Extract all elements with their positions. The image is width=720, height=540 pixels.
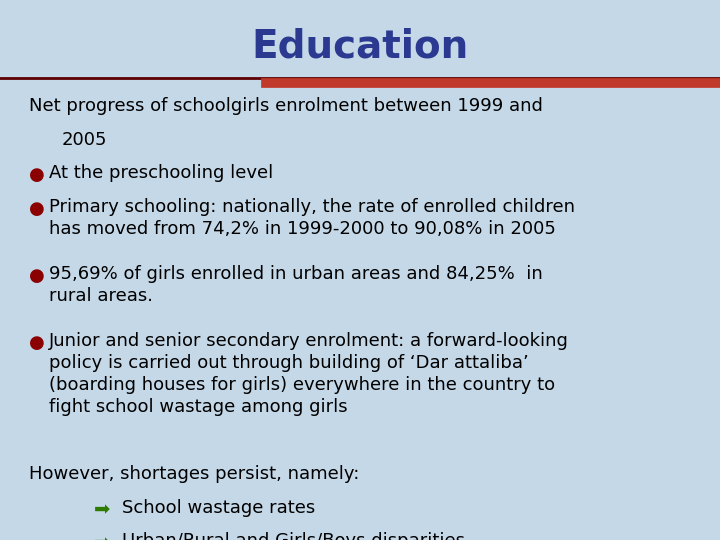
Text: ●: ● xyxy=(29,267,45,285)
Text: Urban/Rural and Girls/Boys disparities: Urban/Rural and Girls/Boys disparities xyxy=(122,532,465,540)
Text: Net progress of schoolgirls enrolment between 1999 and: Net progress of schoolgirls enrolment be… xyxy=(29,97,543,115)
Text: 95,69% of girls enrolled in urban areas and 84,25%  in
rural areas.: 95,69% of girls enrolled in urban areas … xyxy=(49,265,543,305)
Text: 2005: 2005 xyxy=(61,131,107,149)
Text: ➡: ➡ xyxy=(94,500,110,519)
Text: At the preschooling level: At the preschooling level xyxy=(49,164,273,182)
Text: Education: Education xyxy=(251,27,469,65)
Text: Junior and senior secondary enrolment: a forward-looking
policy is carried out t: Junior and senior secondary enrolment: a… xyxy=(49,332,569,416)
Text: However, shortages persist, namely:: However, shortages persist, namely: xyxy=(29,465,359,483)
Text: Primary schooling: nationally, the rate of enrolled children
has moved from 74,2: Primary schooling: nationally, the rate … xyxy=(49,198,575,238)
Text: School wastage rates: School wastage rates xyxy=(122,499,315,517)
Text: ➡: ➡ xyxy=(94,534,110,540)
Text: ●: ● xyxy=(29,200,45,218)
Text: ●: ● xyxy=(29,334,45,352)
Text: ●: ● xyxy=(29,166,45,184)
